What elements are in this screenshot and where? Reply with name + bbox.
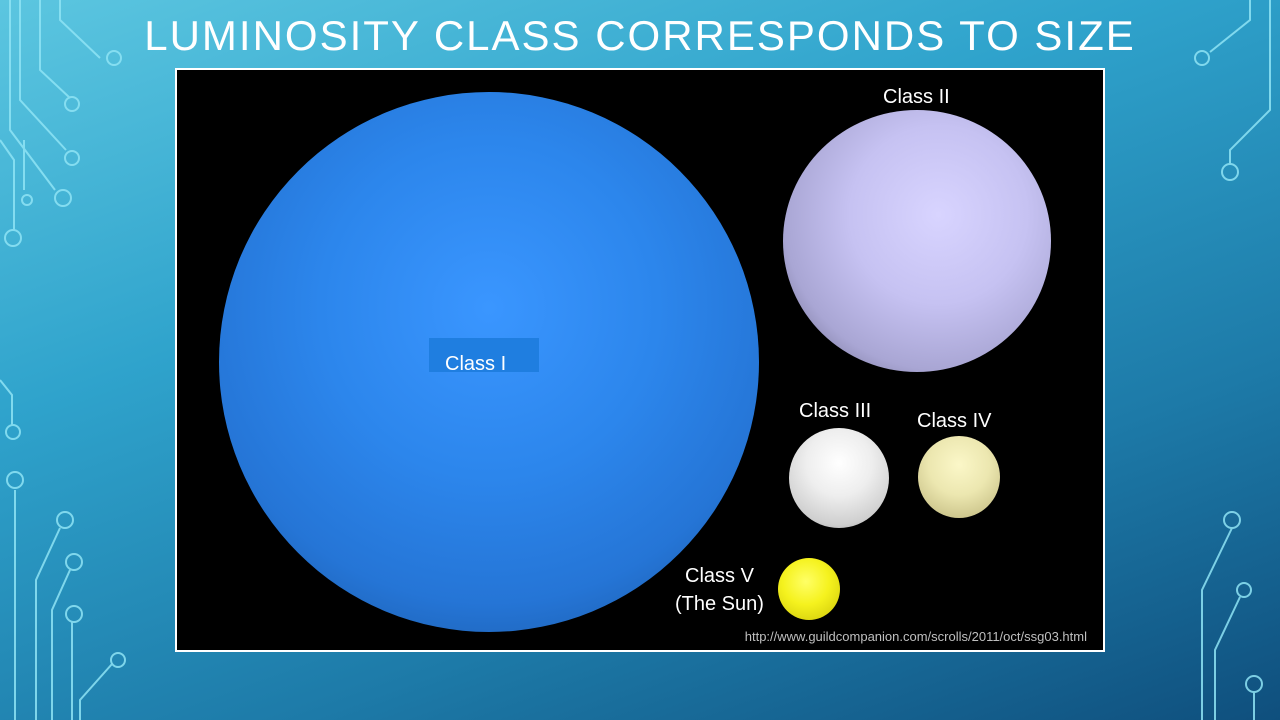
class-ii-label: Class II <box>883 86 950 108</box>
class-iii-star <box>789 428 889 528</box>
class-v-sun-star <box>778 558 840 620</box>
source-url: http://www.guildcompanion.com/scrolls/20… <box>744 629 1087 644</box>
class-iv-label: Class IV <box>917 410 992 432</box>
class-v-label-line1: Class V <box>685 565 754 587</box>
class-v-label: Class V (The Sun) <box>675 562 764 618</box>
class-ii-star <box>783 110 1051 372</box>
class-i-label: Class I <box>445 353 507 375</box>
class-v-label-line2: (The Sun) <box>675 593 764 615</box>
slide-title: LUMINOSITY CLASS CORRESPONDS TO SIZE <box>144 12 1136 59</box>
class-i-label-background <box>429 338 539 372</box>
star-size-comparison-image: Class I Class II Class III Class IV Clas… <box>175 68 1105 652</box>
class-iv-star <box>918 436 1000 518</box>
class-iii-label: Class III <box>799 400 872 422</box>
circuit-decoration-left <box>0 0 126 720</box>
circuit-decoration-right <box>1194 0 1271 720</box>
